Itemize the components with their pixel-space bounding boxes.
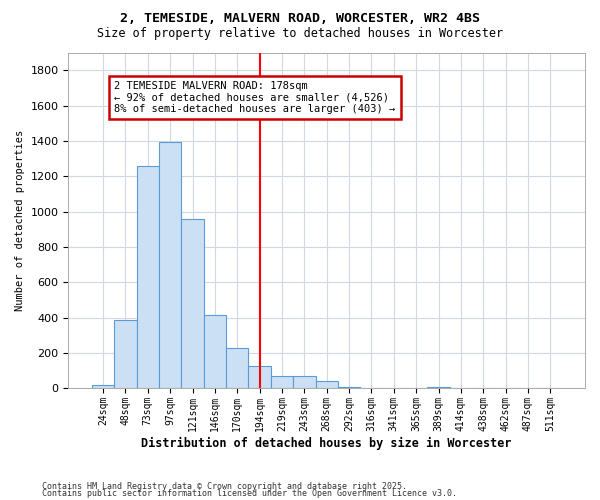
Bar xyxy=(293,376,316,388)
Bar xyxy=(316,380,338,388)
Text: Size of property relative to detached houses in Worcester: Size of property relative to detached ho… xyxy=(97,28,503,40)
Bar xyxy=(92,385,114,388)
Bar xyxy=(271,376,293,388)
Bar xyxy=(204,315,226,388)
X-axis label: Distribution of detached houses by size in Worcester: Distribution of detached houses by size … xyxy=(142,437,512,450)
Bar xyxy=(137,166,159,388)
Text: 2, TEMESIDE, MALVERN ROAD, WORCESTER, WR2 4BS: 2, TEMESIDE, MALVERN ROAD, WORCESTER, WR… xyxy=(120,12,480,26)
Bar xyxy=(159,142,181,388)
Bar xyxy=(181,218,204,388)
Text: 2 TEMESIDE MALVERN ROAD: 178sqm
← 92% of detached houses are smaller (4,526)
8% : 2 TEMESIDE MALVERN ROAD: 178sqm ← 92% of… xyxy=(114,81,395,114)
Y-axis label: Number of detached properties: Number of detached properties xyxy=(15,130,25,311)
Bar xyxy=(226,348,248,389)
Text: Contains public sector information licensed under the Open Government Licence v3: Contains public sector information licen… xyxy=(42,489,457,498)
Bar xyxy=(114,320,137,388)
Bar xyxy=(427,386,450,388)
Bar xyxy=(338,386,360,388)
Bar xyxy=(248,366,271,388)
Text: Contains HM Land Registry data © Crown copyright and database right 2025.: Contains HM Land Registry data © Crown c… xyxy=(42,482,407,491)
